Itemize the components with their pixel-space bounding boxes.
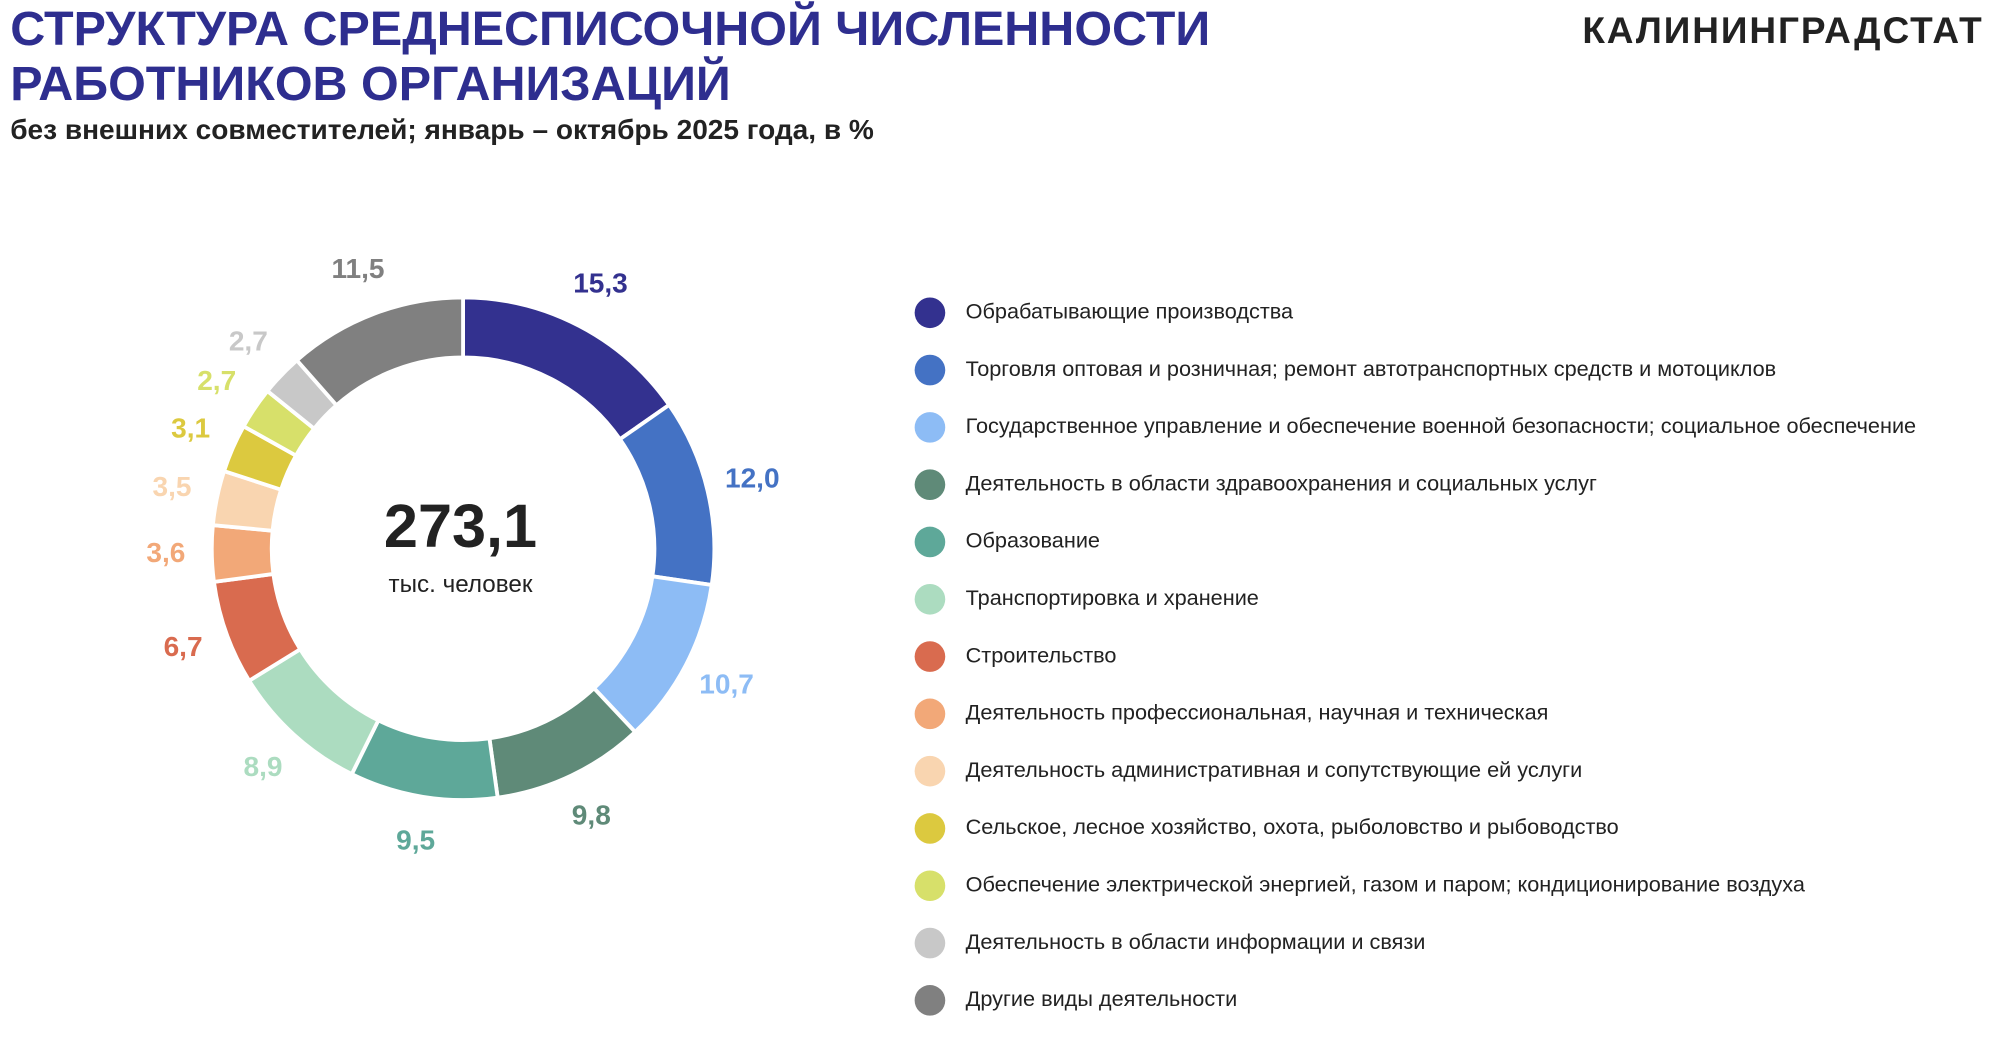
value-label: 12,0	[725, 463, 780, 494]
legend-label: Обеспечение электрической энергией, газо…	[966, 871, 1806, 896]
legend-label: Деятельность профессиональная, научная и…	[966, 700, 1549, 725]
legend-marker	[914, 354, 946, 386]
donut-segment	[617, 402, 717, 588]
legend-label: Сельское, лесное хозяйство, охота, рыбол…	[966, 814, 1619, 839]
value-label: 9,8	[572, 799, 611, 830]
value-label: 3,5	[153, 471, 192, 502]
chart-title: РАБОТНИКОВ ОРГАНИЗАЦИЙ	[10, 56, 731, 111]
chart-subtitle: без внешних совместителей; январь – октя…	[10, 114, 874, 145]
legend-label: Государственное управление и обеспечение…	[966, 413, 1916, 438]
value-label: 2,7	[229, 326, 268, 357]
value-label: 11,5	[331, 253, 384, 284]
legend-marker	[914, 641, 946, 672]
center-caption: тыс. человек	[389, 571, 533, 598]
value-label: 15,3	[573, 268, 628, 299]
brand: КАЛИНИНГРАДСТАТ	[1582, 10, 1983, 51]
legend-label: Деятельность в области здравоохранения и…	[966, 470, 1597, 495]
legend-marker	[914, 813, 946, 844]
legend-marker	[914, 870, 946, 902]
value-label: 3,6	[146, 537, 185, 568]
legend-label: Другие виды деятельности	[966, 986, 1238, 1011]
legend-label: Деятельность в области информации и связ…	[966, 929, 1426, 954]
value-label: 6,7	[164, 631, 203, 662]
legend-label: Торговля оптовая и розничная; ремонт авт…	[966, 356, 1777, 381]
legend-marker	[914, 297, 946, 329]
center-value: 273,1	[384, 492, 537, 560]
legend-marker	[914, 698, 946, 730]
legend-marker	[914, 927, 946, 959]
legend-label: Образование	[966, 528, 1100, 553]
value-label: 9,5	[396, 825, 435, 856]
donut-segment	[461, 295, 672, 442]
legend-marker	[914, 526, 946, 558]
legend-label: Строительство	[966, 642, 1117, 667]
legend-label: Транспортировка и хранение	[966, 585, 1259, 610]
donut-segment	[294, 295, 465, 408]
value-label: 2,7	[197, 365, 236, 396]
legend-marker	[914, 469, 946, 500]
value-label: 10,7	[699, 669, 754, 700]
legend-marker	[914, 583, 946, 615]
legend-label: Деятельность административная и сопутств…	[966, 757, 1583, 782]
value-label: 3,1	[171, 412, 210, 443]
legend-marker	[914, 985, 946, 1016]
legend-marker	[914, 755, 946, 787]
value-label: 8,9	[244, 751, 283, 782]
legend-marker	[914, 412, 946, 443]
donut-segment	[209, 523, 276, 584]
legend-label: Обрабатывающие производства	[966, 299, 1294, 324]
chart-title: СТРУКТУРА СРЕДНЕСПИСОЧНОЙ ЧИСЛЕННОСТИ	[10, 1, 1210, 56]
